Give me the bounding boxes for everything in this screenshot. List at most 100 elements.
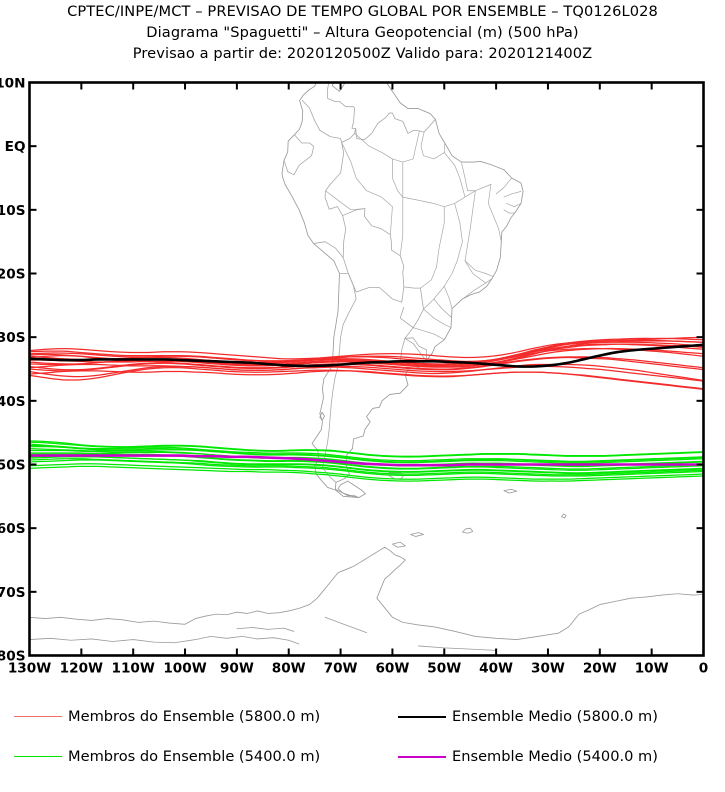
x-tick-label: 30W [531,661,565,677]
border-brazil-state [420,206,445,289]
x-tick-label: 0 [699,661,708,677]
border-brazil-state [443,285,453,309]
coastline-antarctic-ice [410,532,424,537]
border-brazil-state [461,161,476,192]
border-brazil-state [464,190,493,284]
border-brazil-state [506,203,522,207]
ensemble-member-line [29,363,704,382]
chart-titles: CPTEC/INPE/MCT – PREVISAO DE TEMPO GLOBA… [0,0,725,62]
x-tick-label: 90W [220,661,254,677]
border-country [313,241,344,258]
border-brazil-state [423,308,452,328]
border-brazil-state [464,260,494,278]
ensemble-member-line [29,459,704,477]
forecast-validity-line: Previsao a partir de: 2020120500Z Valido… [132,45,593,62]
plot-frame [28,81,705,657]
ensemble-member-line [29,337,704,363]
coastline-antarctic-ice [174,636,300,645]
ensemble-member-line [29,443,704,463]
border-brazil [324,112,436,362]
y-tick-label: EQ [5,139,26,155]
legend-item: Membros do Ensemble (5800.0 m) [14,708,320,725]
coastline-tierra-del-fuego [337,480,366,499]
y-tick-label: 30S [0,330,26,346]
border-brazil-state [341,142,393,236]
border-country [399,306,414,329]
ensemble-member-line [29,440,704,457]
border-brazil-state [443,152,466,198]
y-tick-label: 10N [0,78,26,92]
border-country [327,82,357,129]
border-brazil-state [462,282,487,300]
x-tick-label: 50W [427,661,461,677]
ensemble-member-line [29,366,704,390]
legend-line-swatch [398,715,446,718]
border-brazil-state [433,298,452,318]
x-tick-label: 70W [324,661,358,677]
legend-line-swatch [14,756,62,757]
x-tick-label: 130W [8,661,51,677]
border-brazil-state [420,131,446,160]
coastline-chiloe [319,411,325,421]
coastline-antarctic-ice [392,541,406,548]
ensemble-member-line [29,455,704,474]
legend-label: Ensemble Medio (5400.0 m) [452,748,658,765]
legend-line-swatch [398,755,446,758]
ensemble-member-line [29,458,704,476]
chart-subtitle: Diagrama "Spaguetti" – Altura Geopotenci… [146,24,579,41]
y-tick-label: 20S [0,267,26,283]
x-tick-label: 100W [163,661,206,677]
border-brazil-state [325,190,366,211]
border-brazil-state [495,177,513,195]
x-tick-label: 20W [583,661,617,677]
legend-item: Ensemble Medio (5800.0 m) [398,708,658,725]
legend-line-swatch [14,716,62,717]
contour-5800-mean [29,343,704,368]
border-brazil-state [412,327,445,341]
border-country [342,215,347,258]
page-title: CPTEC/INPE/MCT – PREVISAO DE TEMPO GLOBA… [67,3,658,20]
x-tick-label: 110W [112,661,155,677]
ensemble-member-line [29,370,704,390]
coastline-antarctic-ice [462,527,474,534]
ensemble-member-line [29,465,704,482]
ensemble-member-line [29,339,704,363]
ensemble-mean-line [29,454,704,467]
coastline-antarctic-ice [324,616,367,633]
border-country [342,257,405,303]
border-brazil-state [423,203,463,310]
coastline-antarctic-ice [236,627,295,632]
ensemble-member-line [29,463,704,480]
x-tick-label: 80W [272,661,306,677]
coastline-antarctica [29,546,704,641]
legend-item: Membros do Ensemble (5400.0 m) [14,748,320,765]
legend-label: Membros do Ensemble (5400.0 m) [68,748,321,765]
x-tick-label: 120W [60,661,103,677]
ensemble-member-line [29,444,704,463]
y-tick-label: 40S [0,394,26,410]
x-tick-label: 60W [375,661,409,677]
y-tick-label: 50S [0,458,26,474]
border-brazil-state [487,184,502,243]
border-brazil-state [503,209,516,214]
y-tick-label: 80S [0,649,26,665]
coastline-antarctic-ice [503,488,518,494]
contour-5400-mean [29,454,704,467]
y-tick-label: 10S [0,203,26,219]
border-brazil-state [392,158,404,198]
ensemble-member-line [29,446,704,464]
ensemble-member-line [29,452,704,470]
chart-legend: Membros do Ensemble (5800.0 m) Ensemble M… [0,690,725,790]
border-brazil-state [399,161,404,257]
contour-5400-members [29,440,704,482]
x-tick-label: 10W [635,661,669,677]
border-brazil-state [354,130,420,163]
x-tick-label: 40W [479,661,513,677]
y-tick-label: 70S [0,585,26,601]
border-brazil-state [503,191,522,198]
coastline-antarctic-ice [561,513,567,519]
